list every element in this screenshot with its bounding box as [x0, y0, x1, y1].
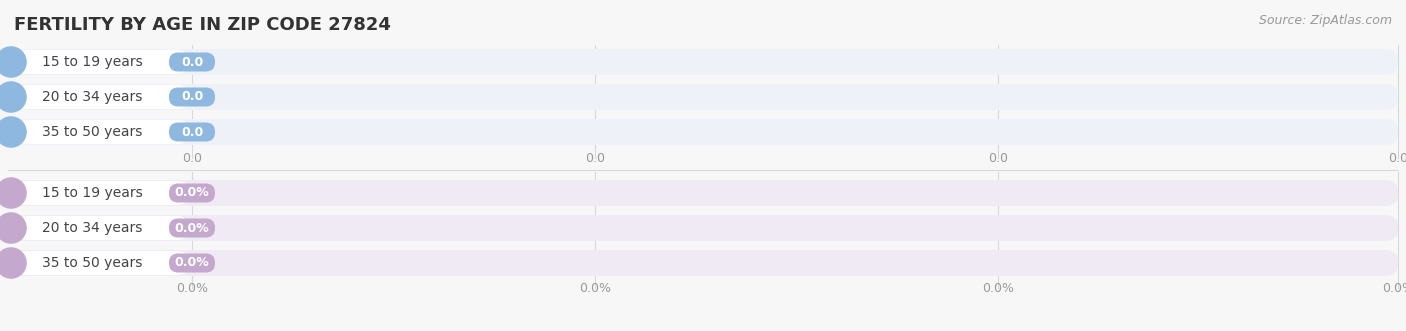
Text: 35 to 50 years: 35 to 50 years — [42, 125, 142, 139]
Circle shape — [0, 178, 27, 208]
Text: 35 to 50 years: 35 to 50 years — [42, 256, 142, 270]
Text: FERTILITY BY AGE IN ZIP CODE 27824: FERTILITY BY AGE IN ZIP CODE 27824 — [14, 16, 391, 34]
Text: 0.0: 0.0 — [585, 152, 605, 165]
FancyBboxPatch shape — [8, 180, 1398, 206]
FancyBboxPatch shape — [8, 181, 188, 205]
Text: 0.0%: 0.0% — [174, 257, 209, 269]
FancyBboxPatch shape — [8, 216, 188, 240]
Text: 20 to 34 years: 20 to 34 years — [42, 90, 142, 104]
FancyBboxPatch shape — [169, 87, 215, 107]
FancyBboxPatch shape — [169, 53, 215, 71]
FancyBboxPatch shape — [169, 218, 215, 238]
Text: 0.0: 0.0 — [181, 56, 202, 69]
Text: 0.0: 0.0 — [181, 125, 202, 138]
FancyBboxPatch shape — [8, 215, 1398, 241]
FancyBboxPatch shape — [169, 183, 215, 203]
Circle shape — [0, 213, 27, 243]
FancyBboxPatch shape — [8, 251, 188, 275]
Text: 0.0%: 0.0% — [174, 221, 209, 234]
Text: 0.0%: 0.0% — [176, 281, 208, 295]
Text: 0.0: 0.0 — [181, 90, 202, 104]
Text: 15 to 19 years: 15 to 19 years — [42, 186, 143, 200]
Text: 20 to 34 years: 20 to 34 years — [42, 221, 142, 235]
Circle shape — [0, 47, 27, 77]
FancyBboxPatch shape — [8, 49, 1398, 75]
FancyBboxPatch shape — [8, 120, 188, 144]
Text: 0.0%: 0.0% — [1382, 281, 1406, 295]
Text: 15 to 19 years: 15 to 19 years — [42, 55, 143, 69]
FancyBboxPatch shape — [8, 50, 188, 74]
Text: Source: ZipAtlas.com: Source: ZipAtlas.com — [1258, 14, 1392, 27]
Text: 0.0: 0.0 — [181, 152, 202, 165]
Circle shape — [0, 248, 27, 278]
Circle shape — [0, 117, 27, 147]
Text: 0.0%: 0.0% — [981, 281, 1014, 295]
FancyBboxPatch shape — [169, 122, 215, 141]
Circle shape — [0, 82, 27, 112]
FancyBboxPatch shape — [169, 254, 215, 272]
FancyBboxPatch shape — [8, 119, 1398, 145]
Text: 0.0: 0.0 — [988, 152, 1008, 165]
Text: 0.0%: 0.0% — [579, 281, 612, 295]
FancyBboxPatch shape — [8, 85, 188, 109]
Text: 0.0%: 0.0% — [174, 186, 209, 200]
FancyBboxPatch shape — [8, 250, 1398, 276]
FancyBboxPatch shape — [8, 84, 1398, 110]
Text: 0.0: 0.0 — [1388, 152, 1406, 165]
